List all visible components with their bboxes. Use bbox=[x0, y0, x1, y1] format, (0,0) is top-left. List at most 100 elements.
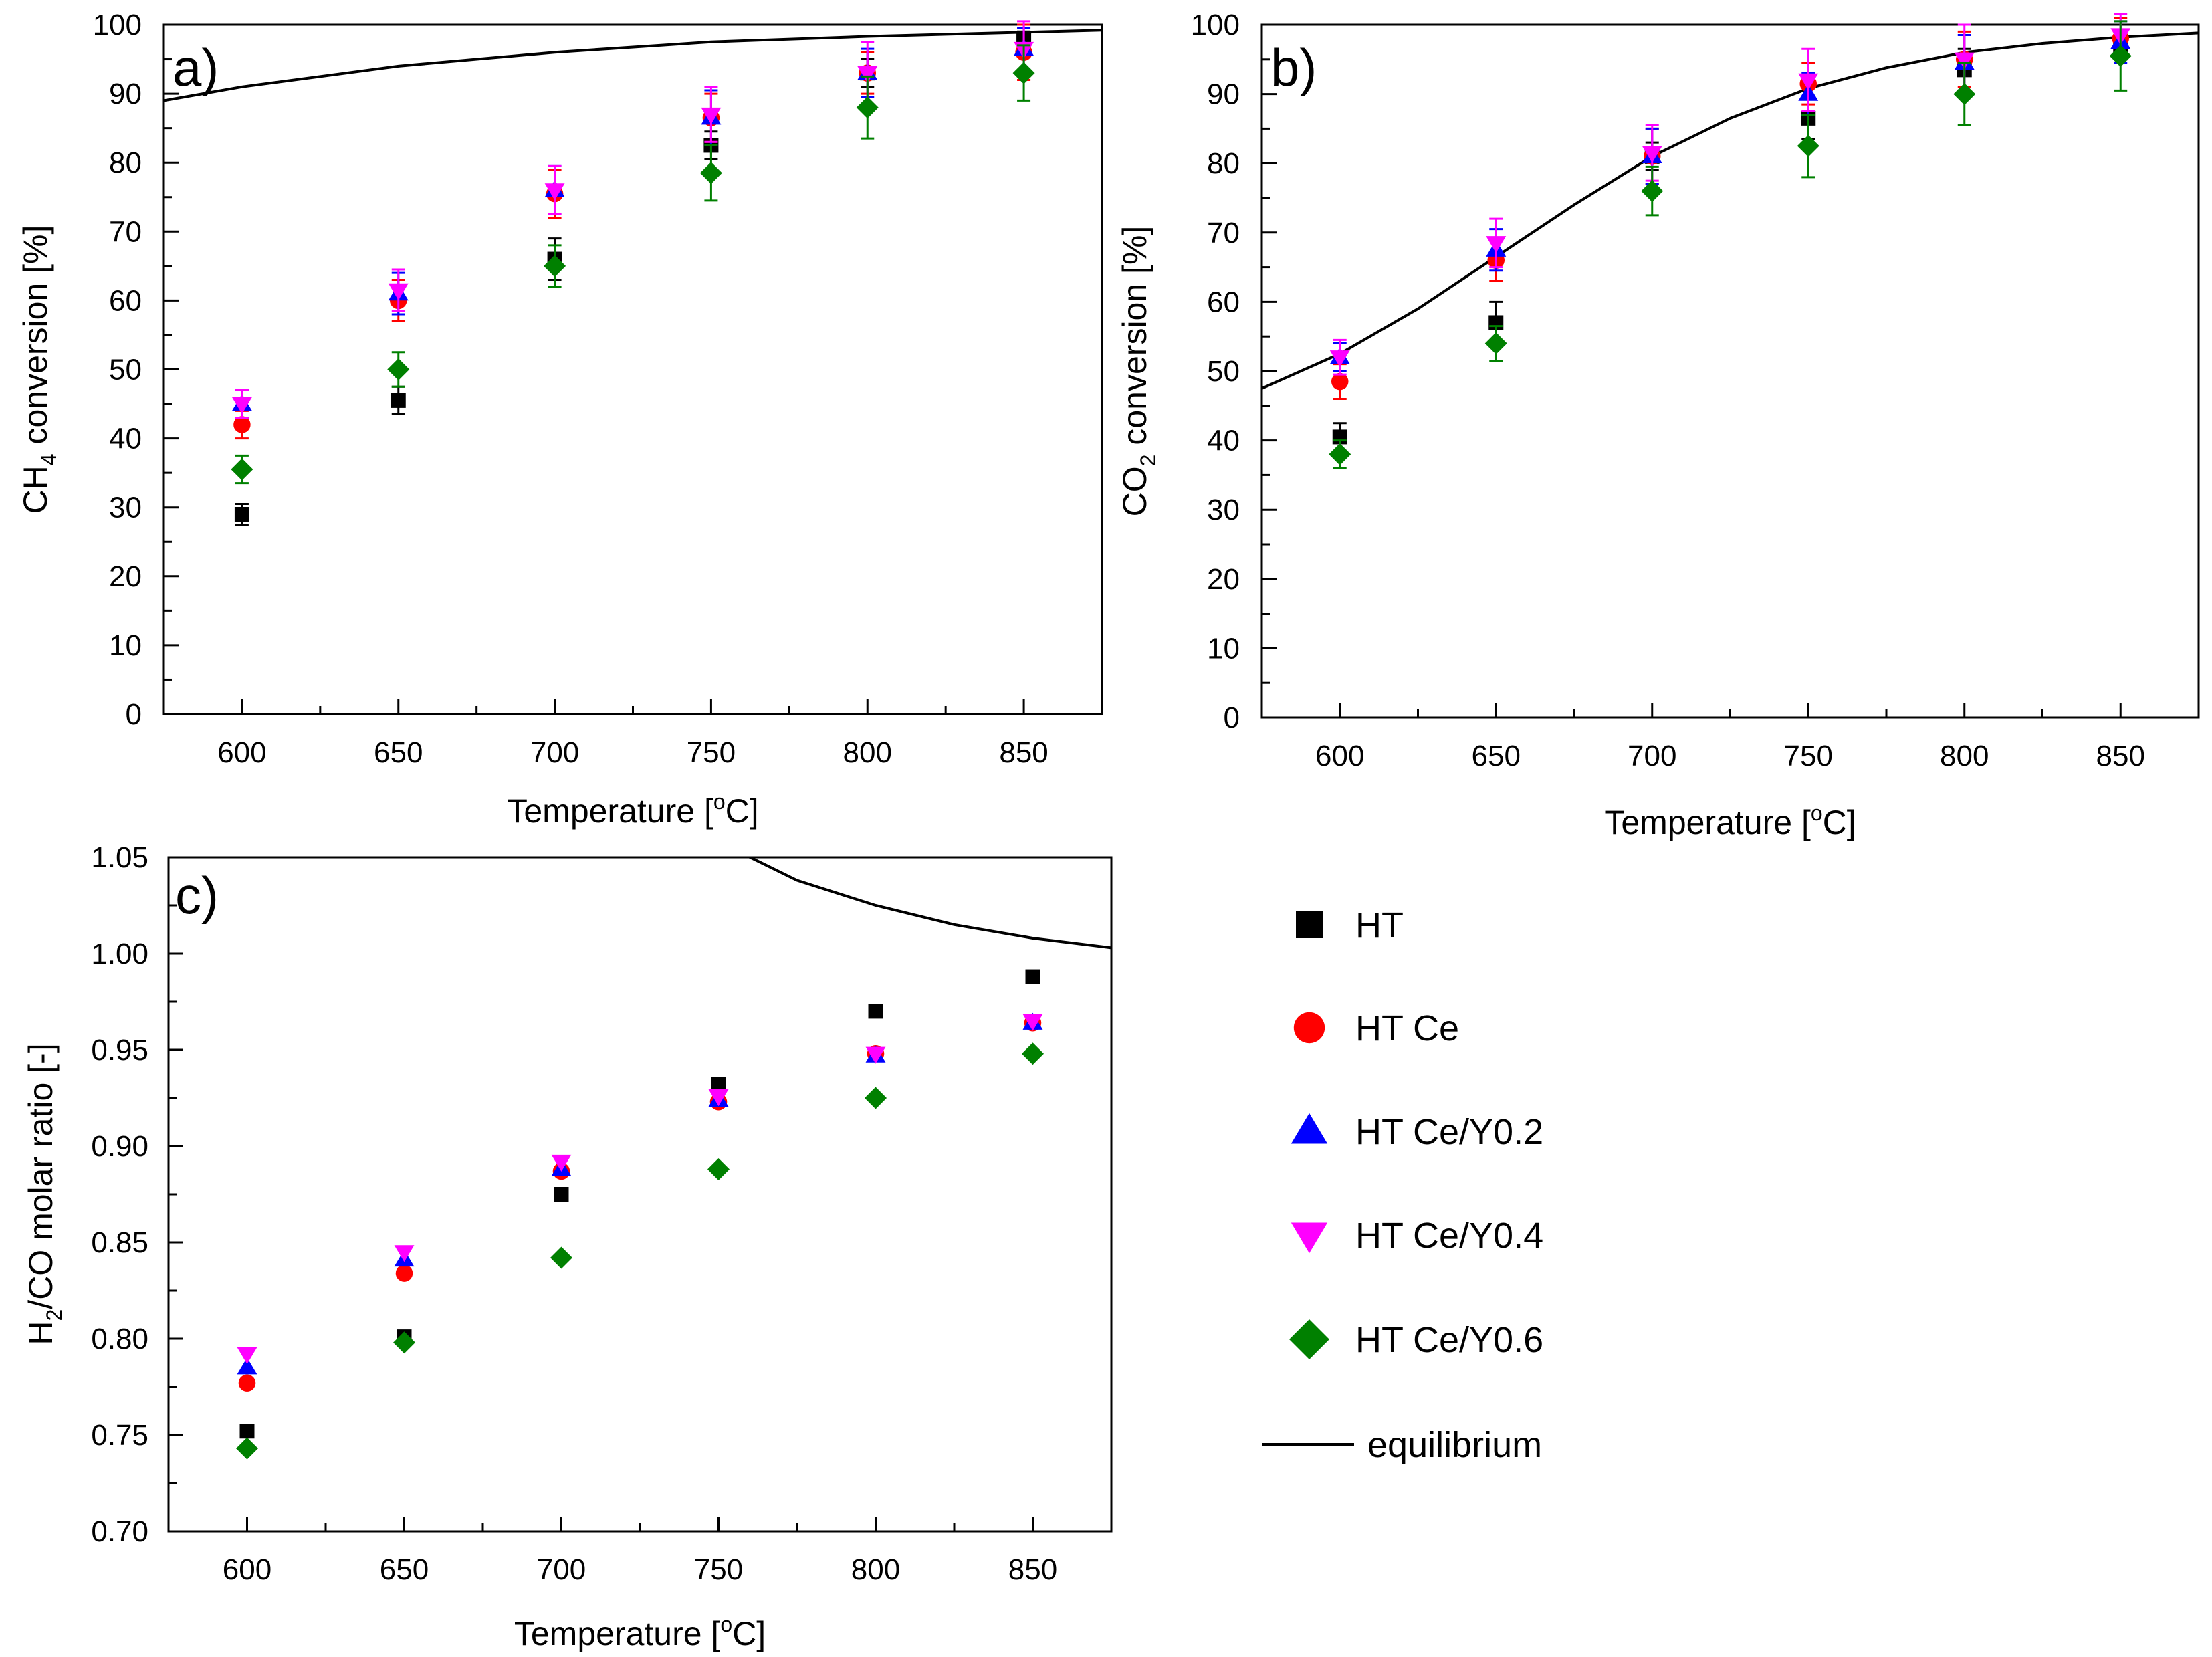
y-tick-label: 1.05 bbox=[91, 841, 148, 874]
x-axis-title: Temperature [oC] bbox=[1604, 801, 1856, 841]
data-point bbox=[237, 1357, 257, 1375]
legend-marker bbox=[1293, 1012, 1325, 1044]
data-point bbox=[1329, 350, 1350, 368]
panel-label: c) bbox=[175, 866, 219, 925]
x-tick-label: 800 bbox=[851, 1553, 900, 1586]
data-point bbox=[1331, 372, 1349, 391]
data-point bbox=[1641, 180, 1664, 203]
legend-marker bbox=[1291, 1113, 1328, 1144]
y-tick-label: 70 bbox=[1207, 217, 1240, 249]
series-ht-ce bbox=[1331, 17, 2130, 400]
data-point bbox=[1484, 332, 1507, 355]
x-tick-label: 650 bbox=[374, 736, 423, 769]
y-axis-title: H2/CO molar ratio [-] bbox=[22, 1043, 66, 1345]
data-point bbox=[554, 1187, 569, 1202]
data-point bbox=[1797, 134, 1819, 157]
data-point bbox=[551, 1154, 572, 1172]
data-point bbox=[231, 458, 253, 481]
x-axis-title: Temperature [oC] bbox=[507, 790, 758, 830]
y-tick-label: 60 bbox=[1207, 286, 1240, 318]
data-point bbox=[865, 1046, 886, 1064]
data-point bbox=[707, 1158, 730, 1181]
x-tick-label: 700 bbox=[530, 736, 579, 769]
series-ht-ce-y0-2 bbox=[231, 27, 1034, 419]
y-tick-label: 100 bbox=[93, 9, 142, 41]
data-point bbox=[544, 183, 565, 201]
equilibrium-line bbox=[164, 29, 1102, 102]
data-point bbox=[1642, 146, 1662, 163]
data-point bbox=[857, 66, 878, 84]
chart-panel-b: 600 650 700 750 800 850 0 10 20 30 40 50 60 70 80 90 100… bbox=[1116, 9, 2200, 841]
x-tick-label: 850 bbox=[2096, 740, 2145, 772]
y-tick-label: 0 bbox=[1224, 701, 1240, 734]
legend-label: HT bbox=[1355, 905, 1404, 946]
data-point bbox=[2109, 45, 2132, 68]
panel-label: a) bbox=[173, 38, 219, 97]
y-tick-label: 30 bbox=[1207, 493, 1240, 526]
data-point bbox=[1025, 969, 1040, 984]
data-point bbox=[865, 1087, 887, 1109]
y-tick-label: 60 bbox=[109, 284, 142, 317]
x-tick-label: 850 bbox=[1008, 1553, 1057, 1586]
data-point bbox=[699, 162, 722, 185]
x-tick-label: 700 bbox=[1628, 740, 1676, 772]
y-axis-title: CH4 conversion [%] bbox=[17, 225, 61, 514]
data-point bbox=[391, 393, 406, 408]
data-point bbox=[236, 1437, 258, 1460]
y-tick-label: 80 bbox=[109, 146, 142, 179]
data-point bbox=[1953, 83, 1976, 106]
x-tick-label: 850 bbox=[999, 736, 1048, 769]
y-tick-label: 90 bbox=[1207, 78, 1240, 111]
legend-item: HT Ce/Y0.4 bbox=[1291, 1216, 1543, 1256]
data-point bbox=[231, 397, 252, 415]
legend-label: HT Ce/Y0.4 bbox=[1355, 1216, 1543, 1256]
y-tick-label: 40 bbox=[109, 423, 142, 455]
data-point bbox=[1022, 1042, 1044, 1065]
y-tick-label: 10 bbox=[1207, 632, 1240, 665]
y-tick-label: 1.00 bbox=[91, 937, 148, 970]
legend-label: equilibrium bbox=[1367, 1425, 1542, 1465]
y-tick-label: 20 bbox=[109, 560, 142, 593]
y-tick-label: 30 bbox=[109, 491, 142, 524]
x-tick-label: 650 bbox=[380, 1553, 429, 1586]
y-tick-label: 40 bbox=[1207, 425, 1240, 457]
x-axis-title: Temperature [oC] bbox=[514, 1612, 766, 1652]
x-tick-label: 800 bbox=[843, 736, 892, 769]
data-point bbox=[550, 1246, 572, 1269]
y-tick-label: 0.70 bbox=[91, 1515, 148, 1548]
panel-label: b) bbox=[1270, 38, 1317, 97]
y-tick-label: 90 bbox=[109, 78, 142, 110]
y-axis-title: CO2 conversion [%] bbox=[1116, 226, 1160, 517]
chart-panel-a: 600 650 700 750 800 850 0 10 20 30 40 50 60 70 80 90 100… bbox=[17, 9, 1103, 830]
y-tick-label: 100 bbox=[1191, 9, 1240, 41]
legend-label: HT Ce/Y0.2 bbox=[1355, 1112, 1543, 1152]
series-ht-ce bbox=[238, 1014, 1042, 1392]
y-tick-label: 70 bbox=[109, 215, 142, 248]
x-tick-label: 750 bbox=[687, 736, 736, 769]
data-point bbox=[1798, 73, 1819, 90]
chart-panel-c: 600 650 700 750 800 850 0.70 0.75 0.80 0.85 0.90 0.… bbox=[22, 841, 1113, 1652]
legend-label: HT Ce bbox=[1355, 1008, 1459, 1048]
data-point bbox=[544, 255, 566, 278]
data-point bbox=[1012, 62, 1035, 84]
series-ht-ce-y0-2 bbox=[237, 1012, 1043, 1375]
y-tick-label: 50 bbox=[1207, 355, 1240, 388]
data-point bbox=[388, 283, 409, 300]
data-point bbox=[234, 507, 249, 522]
y-tick-label: 10 bbox=[109, 629, 142, 662]
data-point bbox=[394, 1245, 415, 1262]
data-point bbox=[387, 358, 410, 380]
data-point bbox=[1329, 443, 1351, 465]
legend: HT HT Ce HT Ce/Y0.2 HT Ce/Y0.4 HT Ce/Y0.6 equ… bbox=[1262, 905, 1543, 1465]
series-ht bbox=[239, 969, 1040, 1439]
series-ht-ce-y0-6 bbox=[1329, 20, 2132, 469]
data-point bbox=[856, 96, 879, 119]
data-point bbox=[708, 1089, 729, 1107]
series-ht-ce-y0-4 bbox=[231, 20, 1034, 419]
legend-item: HT Ce/Y0.6 bbox=[1289, 1319, 1543, 1360]
y-tick-label: 50 bbox=[109, 354, 142, 386]
plot-frame bbox=[162, 23, 1103, 715]
x-tick-label: 600 bbox=[223, 1553, 271, 1586]
x-tick-label: 750 bbox=[1784, 740, 1833, 772]
